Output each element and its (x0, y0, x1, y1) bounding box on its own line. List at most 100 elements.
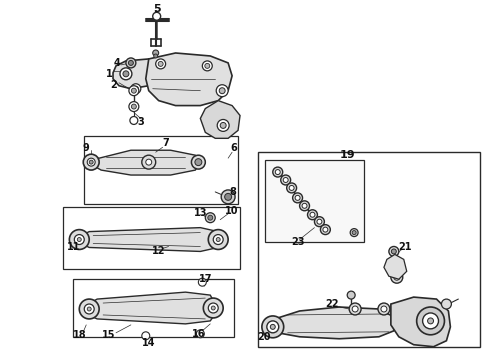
Text: 20: 20 (257, 332, 270, 342)
Bar (84, 136, 238, 204)
Bar (265, 160, 364, 242)
Circle shape (87, 307, 91, 311)
Circle shape (130, 117, 138, 125)
Polygon shape (391, 297, 450, 347)
Polygon shape (200, 100, 240, 138)
Text: 11: 11 (67, 243, 80, 252)
Circle shape (216, 238, 220, 242)
Bar (258, 152, 480, 347)
Circle shape (211, 306, 215, 310)
Circle shape (302, 203, 307, 208)
Circle shape (350, 229, 358, 237)
Circle shape (220, 122, 226, 129)
Circle shape (196, 330, 204, 338)
Circle shape (131, 104, 136, 109)
Circle shape (320, 225, 330, 235)
Circle shape (84, 304, 94, 314)
Circle shape (391, 271, 403, 283)
Circle shape (221, 190, 235, 204)
Text: 9: 9 (83, 143, 90, 153)
Circle shape (352, 231, 356, 235)
Text: 4: 4 (114, 58, 121, 68)
Polygon shape (146, 53, 232, 105)
Circle shape (213, 235, 223, 244)
Circle shape (381, 306, 387, 312)
Circle shape (217, 120, 229, 131)
Polygon shape (113, 59, 166, 89)
Polygon shape (384, 255, 407, 279)
Circle shape (195, 159, 202, 166)
Circle shape (70, 230, 89, 249)
Circle shape (158, 62, 163, 66)
Circle shape (287, 183, 296, 193)
Circle shape (74, 235, 84, 244)
Circle shape (441, 299, 451, 309)
Circle shape (205, 63, 210, 68)
Text: 7: 7 (162, 138, 169, 148)
Circle shape (202, 61, 212, 71)
Circle shape (219, 88, 225, 94)
Circle shape (392, 249, 396, 254)
Circle shape (281, 175, 291, 185)
Circle shape (203, 298, 223, 318)
Circle shape (79, 299, 99, 319)
Circle shape (262, 316, 284, 338)
Circle shape (295, 195, 300, 201)
Circle shape (126, 58, 136, 68)
Text: 14: 14 (142, 338, 155, 348)
Circle shape (428, 318, 434, 324)
Circle shape (129, 102, 139, 112)
Text: 10: 10 (225, 206, 239, 216)
Circle shape (83, 154, 99, 170)
Circle shape (224, 193, 232, 201)
Text: 17: 17 (198, 274, 212, 284)
Text: 23: 23 (291, 237, 304, 247)
Text: 5: 5 (153, 4, 161, 14)
Polygon shape (88, 292, 215, 324)
Circle shape (308, 210, 318, 220)
Text: 15: 15 (102, 330, 116, 340)
Circle shape (208, 230, 228, 249)
Circle shape (275, 170, 280, 175)
Text: 18: 18 (73, 330, 86, 340)
Circle shape (192, 155, 205, 169)
Text: 12: 12 (152, 247, 166, 256)
Circle shape (208, 215, 213, 220)
Circle shape (283, 177, 288, 183)
Circle shape (416, 307, 444, 335)
Circle shape (422, 313, 439, 329)
Circle shape (87, 158, 95, 166)
Circle shape (120, 68, 132, 80)
Circle shape (153, 50, 159, 56)
Circle shape (77, 238, 81, 242)
Circle shape (273, 167, 283, 177)
Circle shape (156, 59, 166, 69)
Circle shape (208, 303, 218, 313)
Text: 22: 22 (325, 299, 339, 309)
Circle shape (315, 217, 324, 227)
Text: 16: 16 (192, 329, 205, 339)
Text: 3: 3 (137, 117, 144, 127)
Circle shape (131, 88, 136, 93)
Bar (63, 207, 240, 269)
Polygon shape (81, 228, 218, 251)
Circle shape (270, 324, 275, 329)
Text: 13: 13 (194, 208, 207, 218)
Circle shape (299, 201, 310, 211)
Circle shape (293, 193, 302, 203)
Circle shape (131, 84, 141, 94)
Circle shape (146, 159, 152, 165)
Circle shape (205, 213, 215, 223)
Circle shape (310, 212, 315, 217)
Circle shape (154, 54, 158, 58)
Bar (74, 279, 234, 337)
Circle shape (142, 332, 150, 340)
Circle shape (389, 247, 399, 256)
Circle shape (349, 303, 361, 315)
Text: 1: 1 (106, 69, 112, 79)
Circle shape (216, 85, 228, 96)
Circle shape (142, 155, 156, 169)
Circle shape (129, 86, 139, 96)
Circle shape (123, 71, 129, 77)
Circle shape (289, 185, 294, 190)
